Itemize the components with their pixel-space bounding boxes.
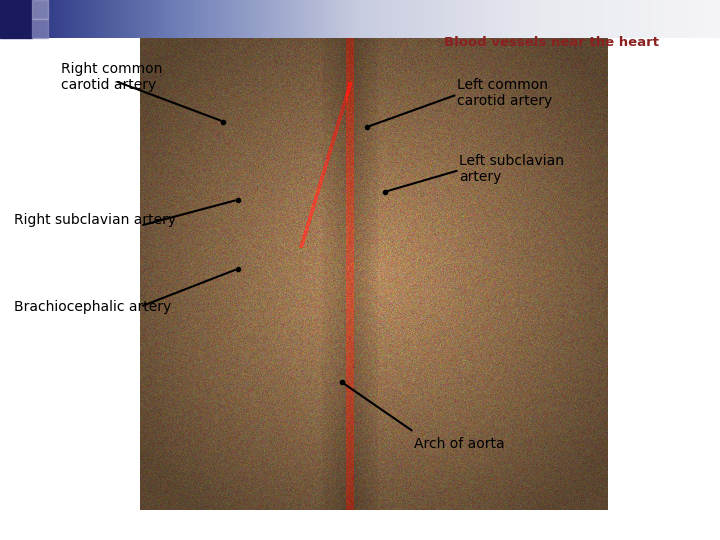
Text: Blood vessels near the heart: Blood vessels near the heart xyxy=(444,37,659,50)
Text: Brachiocephalic artery: Brachiocephalic artery xyxy=(14,300,171,314)
Text: Arch of aorta: Arch of aorta xyxy=(414,437,505,451)
Text: Right common
carotid artery: Right common carotid artery xyxy=(61,62,163,92)
Text: Right subclavian artery: Right subclavian artery xyxy=(14,213,176,227)
Bar xyxy=(0,0,32,38)
Text: Left common
carotid artery: Left common carotid artery xyxy=(457,78,552,109)
Bar xyxy=(32,0,48,19)
Text: Left subclavian
artery: Left subclavian artery xyxy=(459,154,564,184)
Bar xyxy=(32,19,48,38)
